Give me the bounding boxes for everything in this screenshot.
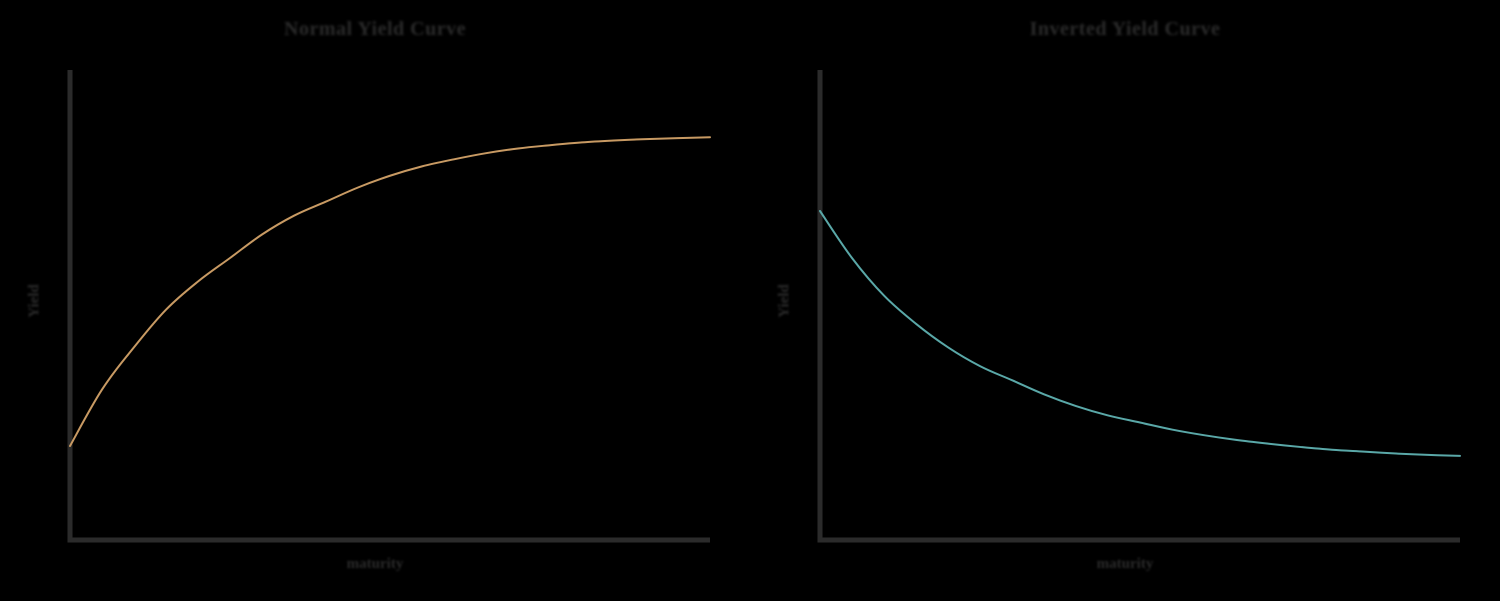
left-chart-plot [60, 60, 720, 550]
right-chart-panel: Inverted Yield Curve Yield maturity [750, 0, 1500, 601]
right-chart-ylabel: Yield [776, 284, 793, 318]
right-chart-xlabel: maturity [750, 556, 1500, 573]
left-chart-ylabel: Yield [26, 284, 43, 318]
right-chart-title: Inverted Yield Curve [750, 18, 1500, 41]
right-chart-plot [810, 60, 1470, 550]
left-chart-title: Normal Yield Curve [0, 18, 750, 41]
left-chart-xlabel: maturity [0, 556, 750, 573]
left-chart-panel: Normal Yield Curve Yield maturity [0, 0, 750, 601]
charts-container: Normal Yield Curve Yield maturity Invert… [0, 0, 1500, 601]
